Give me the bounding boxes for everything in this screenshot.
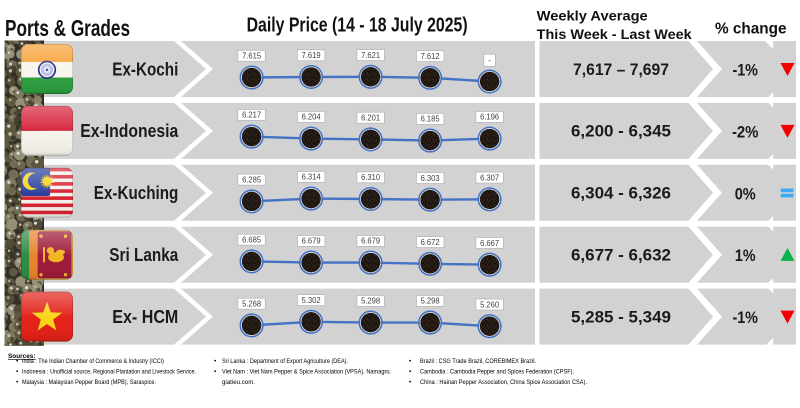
svg-text:China : Hainan Pepper Associat: China : Hainan Pepper Association, China… — [420, 379, 587, 386]
svg-text:6.672: 6.672 — [421, 237, 440, 247]
svg-text:Ex-Kochi: Ex-Kochi — [112, 59, 178, 79]
svg-text:Indonesia : Unofficial source,: Indonesia : Unofficial source, Regional … — [22, 369, 196, 376]
svg-text:Ports & Grades: Ports & Grades — [5, 15, 130, 41]
svg-text:Daily Price (14 - 18 July 2025: Daily Price (14 - 18 July 2025) — [247, 15, 468, 37]
svg-text:6.307: 6.307 — [480, 172, 499, 182]
svg-text:5.298: 5.298 — [421, 296, 440, 306]
svg-text:7.615: 7.615 — [242, 51, 261, 61]
svg-text:Ex-Indonesia: Ex-Indonesia — [80, 121, 179, 141]
svg-text:6,200 - 6,345: 6,200 - 6,345 — [571, 123, 671, 141]
svg-text:6.217: 6.217 — [242, 110, 261, 120]
svg-text:% change: % change — [715, 21, 787, 38]
svg-text:6.310: 6.310 — [361, 172, 380, 182]
svg-text:•: • — [16, 369, 19, 376]
svg-text:•: • — [409, 358, 412, 365]
svg-text:6.685: 6.685 — [242, 235, 261, 245]
svg-text:5,285 - 5,349: 5,285 - 5,349 — [571, 308, 671, 326]
svg-text:6,304 - 6,326: 6,304 - 6,326 — [571, 185, 671, 203]
svg-text:6.679: 6.679 — [302, 236, 321, 246]
svg-text:6.667: 6.667 — [480, 238, 499, 248]
svg-text:•: • — [214, 358, 217, 365]
svg-text:Sri Lanka : Department of Expo: Sri Lanka : Department of Export Agricul… — [222, 358, 348, 365]
svg-text:Sri Lanka: Sri Lanka — [109, 245, 179, 265]
svg-text:Viet Nam : Viet Nam Pepper & S: Viet Nam : Viet Nam Pepper & Spice Assoc… — [222, 369, 391, 376]
svg-text:Ex-Kuching: Ex-Kuching — [94, 183, 179, 203]
svg-text:-1%: -1% — [732, 62, 758, 80]
svg-text:•: • — [409, 379, 412, 386]
svg-text:0%: 0% — [735, 185, 756, 203]
svg-text:Sources:: Sources: — [8, 353, 36, 360]
svg-text:-1%: -1% — [732, 309, 758, 327]
svg-text:5.302: 5.302 — [302, 295, 321, 305]
svg-text:1%: 1% — [735, 247, 756, 265]
svg-text:7,617 – 7,697: 7,617 – 7,697 — [573, 61, 669, 79]
svg-text:India : The Indian Chamber of: India : The Indian Chamber of Commerce &… — [22, 358, 164, 365]
svg-text:Weekly Average: Weekly Average — [537, 8, 649, 23]
svg-text:6.204: 6.204 — [302, 112, 321, 122]
svg-text:-2%: -2% — [732, 123, 759, 141]
svg-text:5.298: 5.298 — [361, 296, 380, 306]
svg-text:6.679: 6.679 — [361, 236, 380, 246]
svg-text:5.260: 5.260 — [480, 299, 499, 309]
svg-text:6.185: 6.185 — [421, 114, 440, 124]
svg-text:5.268: 5.268 — [242, 299, 261, 309]
svg-text:giatieu.com.: giatieu.com. — [222, 379, 255, 386]
svg-text:6.285: 6.285 — [242, 175, 261, 185]
svg-text:7.619: 7.619 — [302, 50, 321, 60]
svg-text:7.621: 7.621 — [361, 50, 380, 60]
svg-text:-: - — [488, 55, 491, 65]
svg-text:•: • — [409, 369, 412, 376]
svg-text:•: • — [16, 358, 19, 365]
svg-text:Malaysia : Malaysian Pepper Bo: Malaysia : Malaysian Pepper Board (MPB),… — [22, 379, 156, 386]
svg-text:Ex- HCM: Ex- HCM — [112, 307, 178, 327]
svg-text:6.196: 6.196 — [480, 112, 499, 122]
svg-text:7.612: 7.612 — [421, 51, 440, 61]
svg-text:6.201: 6.201 — [361, 113, 380, 123]
svg-text:Brazil : CSG Trade Brazil, COR: Brazil : CSG Trade Brazil, COREBIMEX Bra… — [420, 358, 536, 365]
svg-text:•: • — [16, 379, 19, 386]
svg-text:Cambodia : Cambodia Pepper and: Cambodia : Cambodia Pepper and Spices Fe… — [420, 369, 574, 376]
svg-text:6.314: 6.314 — [302, 172, 321, 182]
svg-text:6,677 - 6,632: 6,677 - 6,632 — [571, 247, 671, 265]
svg-text:6.303: 6.303 — [421, 173, 440, 183]
svg-text:•: • — [214, 369, 217, 376]
svg-text:This Week - Last Week: This Week - Last Week — [537, 27, 693, 42]
